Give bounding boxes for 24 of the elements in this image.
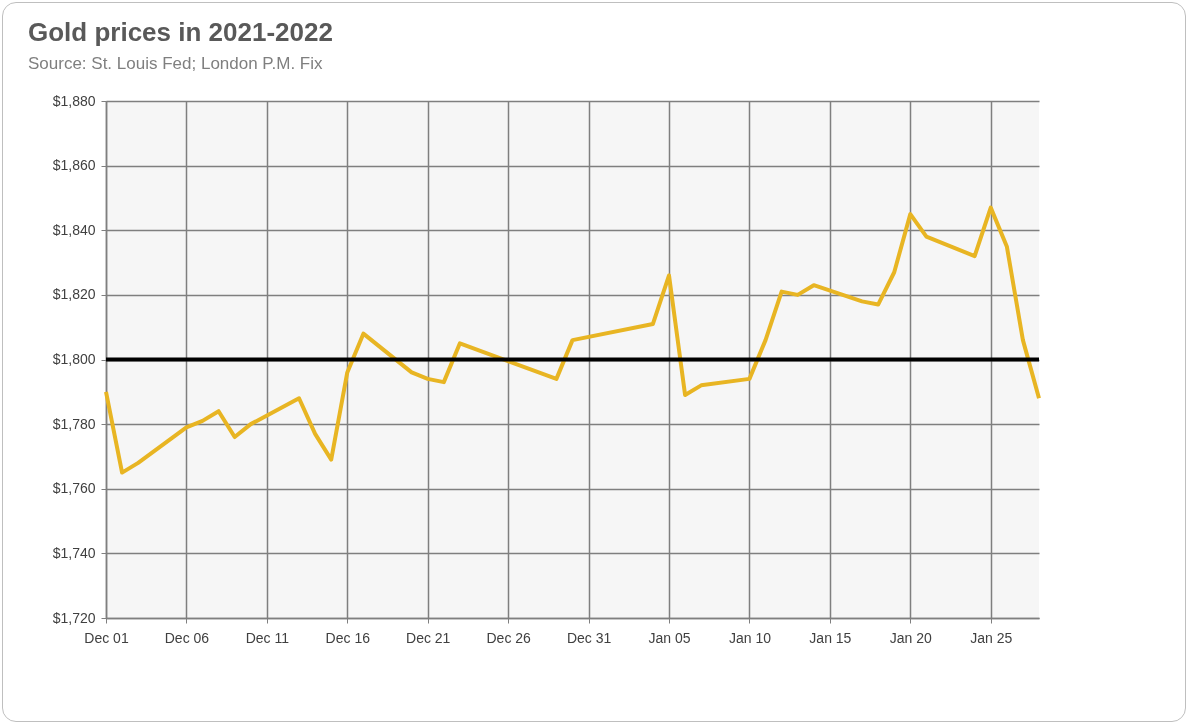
x-tick-label: Jan 05 (648, 629, 691, 646)
x-tick-label: Dec 06 (164, 629, 210, 646)
x-tick-label: Jan 10 (728, 629, 772, 646)
chart-subtitle: Source: St. Louis Fed; London P.M. Fix (28, 54, 324, 73)
y-tick-label: $1,740 (52, 544, 96, 561)
x-tick-label: Dec 21 (406, 629, 451, 646)
x-tick-label: Dec 01 (84, 629, 129, 646)
chart-title: Gold prices in 2021-2022 (28, 17, 333, 47)
y-tick-label: $1,840 (52, 221, 96, 238)
line-series (104, 205, 1041, 475)
y-tick-label: $1,860 (52, 157, 96, 174)
x-tick-label: Dec 26 (486, 629, 532, 646)
y-tick-label: $1,720 (52, 609, 96, 626)
y-tick-label: $1,800 (52, 351, 96, 367)
y-tick-label: $1,880 (52, 92, 96, 109)
x-tick-label: Dec 31 (566, 629, 612, 646)
x-tick-label: Jan 25 (970, 629, 1013, 646)
x-tick-label: Jan 20 (889, 629, 933, 646)
y-tick-label: $1,760 (52, 480, 96, 497)
y-tick-label: $1,780 (52, 415, 96, 432)
y-tick-label: $1,820 (52, 286, 96, 303)
x-tick-label: Jan 15 (809, 629, 852, 646)
x-tick-label: Dec 16 (325, 629, 371, 646)
x-tick-label: Dec 11 (245, 629, 290, 646)
